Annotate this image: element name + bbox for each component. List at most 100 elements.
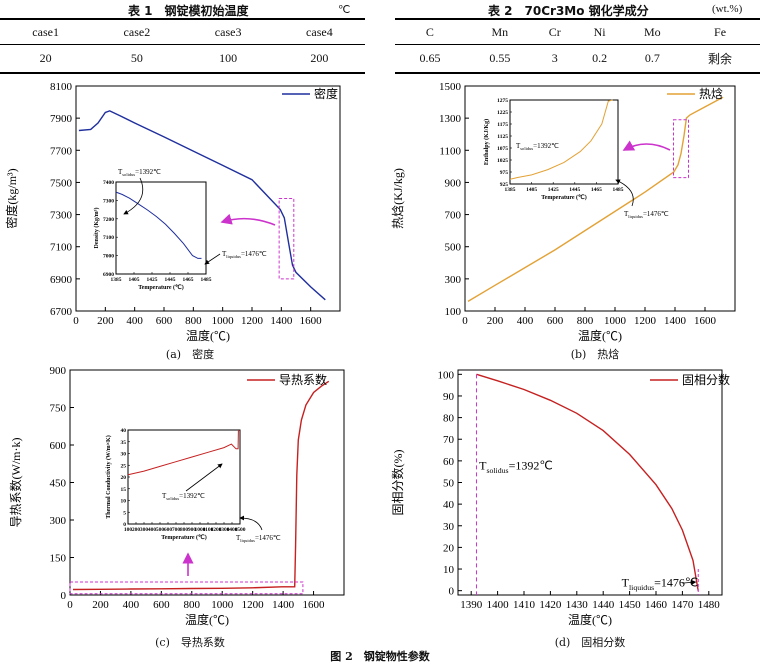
y-tick-label: 90 [443,391,455,403]
inset-y-tick-label: 975 [500,170,509,176]
y-tick-label: 7500 [50,177,73,189]
table1-header: case2 [123,25,151,39]
x-tick-label: 200 [92,599,109,611]
inset-x-tick-label: 600 [164,527,173,533]
inset-y-tick-label: 7100 [103,235,114,241]
inset-x-tick-label: 1405 [129,277,140,283]
y-axis-label: 密度(kg/m³) [4,168,19,228]
table2-header: Mo [643,25,661,39]
x-tick-label: 1470 [671,599,694,611]
series-line [72,380,330,591]
x-tick-label: 1410 [513,599,536,611]
enthalpy-chart: 0 200 400 600 800 1000 1200 1400 1600 100 300 500 70… [390,81,736,343]
liquidus-arrow [204,253,221,265]
x-tick-label: 1390 [460,599,483,611]
x-tick-label: 1400 [487,599,510,611]
chart-d-caption: (d) 固相分数 [554,636,626,649]
x-tick-label: 1460 [645,599,668,611]
series-line [476,373,699,591]
liquidus-annotation: Tliquidus=1476℃ [624,210,669,219]
inset-x-tick-label: 1445 [569,187,580,193]
zoom-arrow [622,140,671,151]
x-tick-label: 1440 [592,599,615,611]
inset-x-tick-label: 1485 [201,277,212,283]
inset-x-tick-label: 1200 [211,527,222,533]
liquidus-annotation: Tliquidus=1476℃ [622,575,699,592]
x-tick-label: 1430 [566,599,589,611]
x-axis-label: 温度(℃) [185,612,229,627]
table2-cell: 0.7 [644,50,660,65]
table1-cell: 100 [219,50,238,65]
y-tick-label: 500 [445,242,462,254]
inset-x-tick-label: 1445 [165,277,176,283]
inset-y-tick-label: 30 [121,452,127,458]
y-tick-label: 6900 [50,274,73,286]
table1-cell: 200 [310,50,329,65]
y-tick-label: 700 [445,210,462,222]
inset-y-tick-label: 5 [123,510,126,516]
x-tick-label: 1400 [272,599,295,611]
table1-header: case1 [32,25,59,39]
x-tick-label: 1600 [300,315,323,327]
legend-label: 热焓 [699,86,723,101]
y-tick-label: 100 [445,306,462,318]
inset-x-tick-label: 100 [124,527,133,533]
inset-x-tick-label: 1385 [111,277,122,283]
conductivity-chart: 0 200 400 600 800 1000 1200 1400 160001503004506… [8,365,345,627]
inset-x-tick-label: 1405 [526,187,537,193]
x-axis-label: 温度(℃) [568,612,612,627]
inset-x-tick-label: 300 [140,527,149,533]
y-tick-label: 70 [443,434,455,446]
liquidus-annotation: Tliquidus=1476℃ [222,250,267,259]
inset-y-tick-label: 7400 [103,180,114,186]
table1-cell: 50 [130,50,143,65]
solidus-annotation: Tsolidus=1392℃ [516,142,559,151]
table2-header: Ni [593,25,606,39]
table2-header: C [425,25,434,39]
x-axis-label: 温度(℃) [186,328,230,343]
y-tick-label: 900 [50,365,67,377]
x-tick-label: 1000 [212,315,235,327]
inset-y-tick-label: 1125 [497,134,508,140]
inset-y-tick-label: 7000 [103,254,114,260]
legend-label: 密度 [314,86,338,101]
x-tick-label: 0 [73,315,79,327]
plot-frame [457,369,723,596]
solidus-annotation: Tsolidus=1392℃ [118,168,161,177]
inset-x-tick-label: 200 [132,527,141,533]
inset-x-tick-label: 500 [156,527,165,533]
table2-cell: 0.65 [419,50,441,65]
inset-x-tick-label: 1385 [505,187,516,193]
y-tick-label: 0 [449,586,455,598]
y-tick-label: 1300 [439,113,462,125]
solidus-annotation: Tsolidus=1392℃ [479,459,553,476]
y-tick-label: 150 [50,553,67,565]
y-tick-label: 30 [443,521,455,533]
x-tick-label: 800 [577,315,594,327]
y-tick-label: 100 [438,369,455,381]
table2-bottom-rule [395,72,760,74]
y-tick-label: 600 [50,440,67,452]
table2: C Mn Cr Ni Mo Fe 0.65 0.55 3 0.2 0.7 剩余 [395,21,760,72]
y-tick-label: 1500 [439,81,462,93]
zoom-region-box [673,119,689,179]
x-tick-label: 1400 [664,315,687,327]
table1-cell: 20 [39,50,52,65]
zoom-arrow [220,213,276,226]
x-tick-label: 200 [97,315,114,327]
inset-y-tick-label: 1175 [497,122,508,128]
liquidus-arrow [239,515,263,531]
inset-y-tick-label: 15 [121,487,127,493]
inset-x-tick-label: 1500 [235,527,246,533]
x-tick-label: 400 [126,315,143,327]
inset-y-tick-label: 6900 [103,272,114,278]
inset-x-tick-label: 1485 [613,187,624,193]
x-axis-label: 温度(℃) [578,328,622,343]
table1-unit: ℃ [338,4,351,16]
zoom-region-box [278,198,295,280]
x-tick-label: 600 [156,315,173,327]
y-axis-label: 热焓(KJ/kg) [390,168,405,229]
inset-x-tick-label: 1100 [203,527,214,533]
inset-y-tick-label: 1075 [497,146,508,152]
x-tick-label: 0 [67,599,73,611]
